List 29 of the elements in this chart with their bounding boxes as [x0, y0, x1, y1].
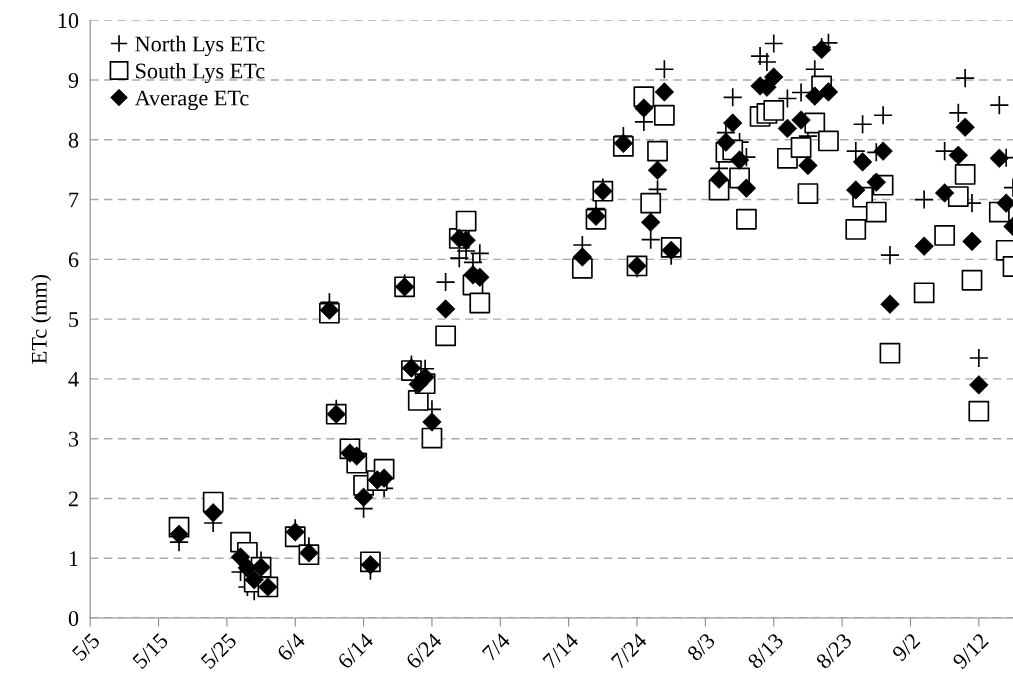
x-tick-label: 8/3 [686, 632, 716, 662]
y-tick-label: 4 [68, 371, 79, 387]
y-tick-label: 0 [68, 610, 79, 626]
x-tick-label: 6/4 [276, 631, 307, 662]
y-tick-label: 8 [68, 132, 79, 148]
x-tick-label: 7/24 [610, 631, 648, 670]
x-tick-label: 6/14 [336, 631, 375, 670]
y-tick-label: 10 [58, 13, 79, 29]
legend-label: North Lys ETc [135, 35, 265, 57]
y-tick-label: 3 [69, 431, 79, 447]
x-tick-label: 6/24 [405, 631, 443, 670]
x-tick-label: 7/4 [481, 632, 512, 662]
x-tick-label: 9/2 [891, 632, 921, 662]
x-tick-label: 5/25 [200, 632, 238, 670]
x-tick-label: 8/13 [746, 632, 785, 670]
y-tick-label: 2 [68, 491, 78, 507]
y-axis-title: ETc (mm) [31, 274, 52, 364]
y-tick-label: 9 [68, 72, 79, 88]
legend-label: South Lys ETc [136, 62, 265, 84]
x-tick-label: 7/14 [542, 632, 580, 670]
y-tick-label: 5 [69, 312, 79, 328]
x-tick-label: 5/15 [132, 632, 169, 670]
x-tick-label: 9/12 [951, 632, 990, 670]
x-tick-label: 5/5 [71, 632, 101, 662]
legend-label: Average ETc [134, 90, 249, 111]
x-tick-label: 8/23 [815, 632, 853, 670]
y-tick-label: 6 [68, 252, 79, 268]
y-tick-label: 7 [69, 192, 79, 208]
y-tick-label: 1 [69, 551, 78, 566]
